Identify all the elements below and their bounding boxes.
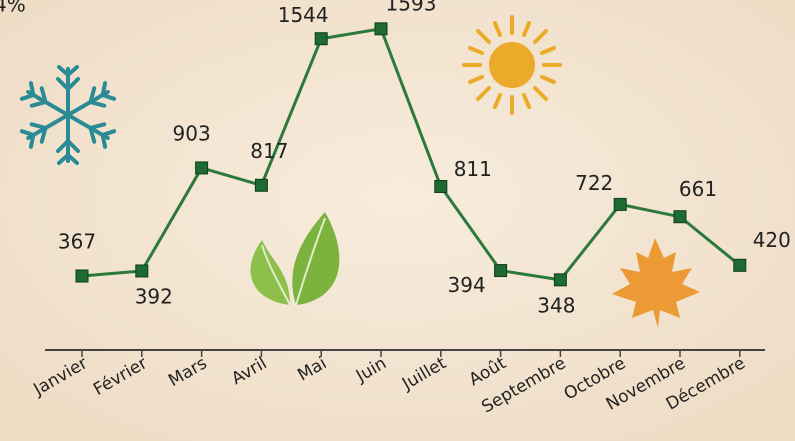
marker: [75, 269, 89, 283]
snowflake-icon: [19, 65, 117, 165]
data-label: 394: [448, 273, 486, 297]
data-label: 1544: [278, 3, 329, 27]
data-label: 367: [58, 230, 96, 254]
maple-leaf-icon: [612, 238, 700, 328]
marker: [613, 197, 627, 211]
marker: [135, 264, 149, 278]
line: [81, 27, 741, 282]
data-label: 722: [575, 171, 613, 195]
data-label: 661: [679, 177, 717, 201]
data-label: 811: [454, 157, 492, 181]
sun-icon: [462, 15, 562, 115]
marker: [434, 179, 448, 193]
marker: [314, 32, 328, 46]
data-label: 1593: [386, 0, 437, 15]
marker: [195, 161, 209, 175]
marker: [673, 210, 687, 224]
leaves-icon: [250, 212, 340, 306]
annotation: 4%: [0, 0, 26, 17]
marker: [733, 258, 747, 272]
marker: [374, 22, 388, 36]
data-label: 392: [135, 284, 173, 308]
data-label: 817: [250, 139, 288, 163]
marker: [553, 273, 567, 287]
marker: [494, 264, 508, 278]
data-label: 420: [753, 228, 791, 252]
data-label: 903: [173, 121, 211, 145]
data-label: 348: [537, 293, 575, 317]
marker: [254, 178, 268, 192]
